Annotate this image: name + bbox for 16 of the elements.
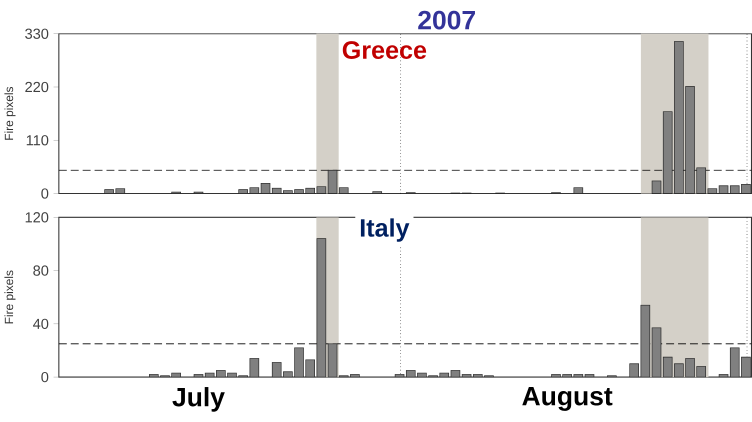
y-axis-title: Fire pixels: [4, 270, 16, 324]
chart-title: Greece: [342, 41, 426, 60]
y-tick-label: 330: [25, 28, 48, 40]
y-tick-label: 40: [33, 318, 48, 330]
bar: [574, 187, 584, 194]
y-tick-label: 120: [26, 212, 48, 223]
y-tick-label: 0: [41, 188, 48, 199]
y-axis-title: Fire pixels: [4, 87, 16, 140]
y-tick-label: 110: [26, 135, 48, 146]
chart-title: Italy: [360, 218, 410, 242]
y-tick-label: 220: [25, 82, 48, 92]
x-tick-label: August: [522, 387, 612, 411]
x-tick-label: July: [172, 387, 225, 412]
text: 2007: [418, 10, 475, 30]
y-tick-label: 80: [33, 266, 48, 276]
y-tick-label: 0: [41, 372, 48, 382]
